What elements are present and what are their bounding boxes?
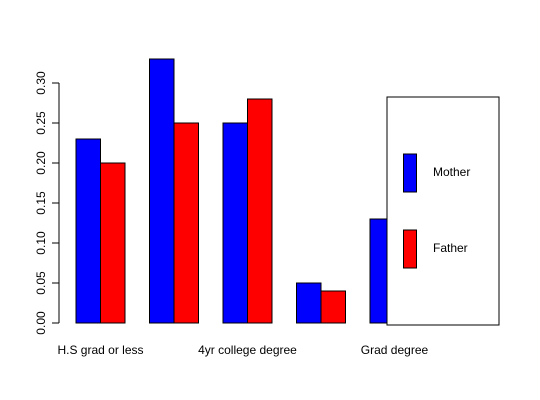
y-axis: 0.00 0.05 0.10 0.15 0.20 0.25 0.30 bbox=[34, 71, 60, 335]
y-tick-label: 0.25 bbox=[34, 111, 48, 135]
legend-label: Mother bbox=[433, 165, 470, 179]
y-tick-label: 0.10 bbox=[34, 231, 48, 255]
bar-mother bbox=[296, 282, 322, 324]
y-tick-label: 0.30 bbox=[34, 71, 48, 95]
legend-key-father bbox=[403, 229, 417, 269]
bar-mother bbox=[149, 58, 175, 324]
x-category-label: 4yr college degree bbox=[198, 343, 297, 357]
legend-key-mother bbox=[403, 153, 417, 193]
legend-label: Father bbox=[433, 241, 468, 255]
y-tick-label: 0.00 bbox=[34, 311, 48, 335]
legend: Mother Father bbox=[386, 96, 500, 326]
bars bbox=[75, 58, 420, 324]
y-tick-label: 0.05 bbox=[34, 271, 48, 295]
y-tick-label: 0.15 bbox=[34, 191, 48, 215]
bar-mother bbox=[75, 138, 101, 324]
x-axis-labels: H.S grad or less 4yr college degree Grad d… bbox=[57, 343, 428, 357]
x-category-label: H.S grad or less bbox=[57, 343, 143, 357]
bar-father bbox=[173, 122, 199, 324]
bar-father bbox=[320, 290, 346, 324]
bar-father bbox=[247, 98, 273, 324]
y-tick-label: 0.20 bbox=[34, 151, 48, 175]
legend-box bbox=[386, 96, 500, 326]
x-category-label: Grad degree bbox=[361, 343, 429, 357]
bar-father bbox=[100, 162, 126, 324]
bar-mother bbox=[222, 122, 248, 324]
